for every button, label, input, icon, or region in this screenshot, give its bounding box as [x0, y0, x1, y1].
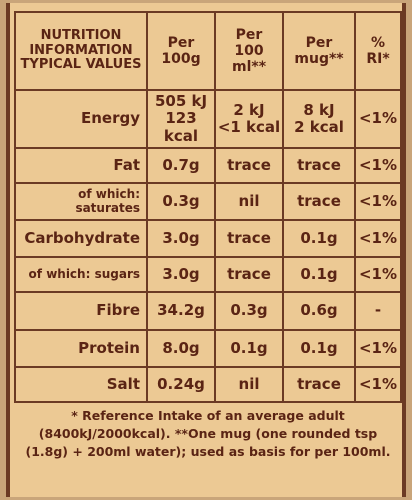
- text-line: <1%: [358, 374, 398, 393]
- text-line: <1%: [358, 264, 398, 283]
- row-label: Fat: [14, 149, 148, 184]
- value-cell: trace: [216, 258, 284, 293]
- text-line: 0.1g: [230, 338, 268, 357]
- value-cell: trace: [216, 149, 284, 184]
- text-line: NUTRITION: [40, 27, 122, 43]
- value-cell: 34.2g: [148, 293, 216, 331]
- text-line: (8400kJ/2000kcal). **One mug (one rounde…: [38, 426, 378, 442]
- row-label: Carbohydrate: [14, 221, 148, 258]
- text-line: Per: [235, 26, 263, 43]
- row-label: of which: saturates: [14, 184, 148, 221]
- value-cell: <1%: [356, 258, 402, 293]
- value-cell: 0.1g: [284, 331, 356, 368]
- value-cell: 0.7g: [148, 149, 216, 184]
- text-line: 3.0g: [162, 228, 200, 247]
- value-cell: 3.0g: [148, 221, 216, 258]
- text-line: (1.8g) + 200ml water); used as basis for…: [25, 444, 391, 460]
- header-cell: Per 100 ml**: [216, 11, 284, 91]
- text-line: <1%: [358, 338, 398, 357]
- value-cell: 8 kJ 2 kcal: [284, 91, 356, 149]
- header-cell: % RI*: [356, 11, 402, 91]
- text-line: 0.1g: [300, 338, 338, 357]
- text-line: trace: [297, 155, 341, 174]
- row-label: Energy: [14, 91, 148, 149]
- text-line: 2 kcal: [294, 118, 344, 136]
- text-line: <1%: [358, 155, 398, 174]
- text-line: RI*: [366, 51, 390, 67]
- text-line: Per: [167, 34, 195, 51]
- header-cell: Per mug**: [284, 11, 356, 91]
- text-line: trace: [227, 264, 271, 283]
- value-cell: <1%: [356, 149, 402, 184]
- header-cell: NUTRITION INFORMATION TYPICAL VALUES: [14, 11, 148, 91]
- text-line: trace: [297, 191, 341, 210]
- text-line: 100 ml**: [231, 42, 267, 76]
- text-line: 505 kJ: [154, 92, 208, 111]
- value-cell: <1%: [356, 184, 402, 221]
- text-line: trace: [227, 228, 271, 247]
- text-line: TYPICAL VALUES: [20, 57, 142, 73]
- text-line: mug**: [294, 51, 344, 67]
- value-cell: trace: [284, 368, 356, 403]
- text-line: <1 kcal: [217, 118, 281, 136]
- text-line: 0.7g: [162, 155, 200, 174]
- row-label: Salt: [14, 368, 148, 403]
- nutrition-label: * Reference Intake of an average adult (8…: [6, 3, 406, 497]
- text-line: 3.0g: [162, 264, 200, 283]
- value-cell: 505 kJ 123 kcal: [148, 91, 216, 149]
- text-line: <1%: [358, 228, 398, 247]
- text-line: 0.6g: [300, 301, 338, 320]
- text-line: trace: [227, 155, 271, 174]
- text-line: <1%: [358, 109, 398, 128]
- value-cell: <1%: [356, 91, 402, 149]
- header-cell: Per 100g: [148, 11, 216, 91]
- value-cell: -: [356, 293, 402, 331]
- text-line: -: [374, 301, 382, 320]
- text-line: 0.3g: [230, 301, 268, 320]
- text-line: 34.2g: [157, 301, 205, 320]
- text-line: 123 kcal: [163, 109, 199, 145]
- row-label: of which: sugars: [14, 258, 148, 293]
- text-line: nil: [238, 374, 260, 393]
- value-cell: nil: [216, 184, 284, 221]
- value-cell: nil: [216, 368, 284, 403]
- value-cell: 0.1g: [284, 221, 356, 258]
- text-line: 0.3g: [162, 191, 200, 210]
- text-line: nil: [238, 191, 260, 210]
- value-cell: 0.1g: [216, 331, 284, 368]
- text-line: 0.1g: [300, 264, 338, 283]
- text-line: <1%: [358, 191, 398, 210]
- footnote: * Reference Intake of an average adult (8…: [20, 403, 396, 461]
- value-cell: 0.24g: [148, 368, 216, 403]
- value-cell: 0.6g: [284, 293, 356, 331]
- text-line: %: [370, 34, 386, 51]
- text-line: 8.0g: [162, 338, 200, 357]
- value-cell: 2 kJ <1 kcal: [216, 91, 284, 149]
- value-cell: trace: [284, 149, 356, 184]
- text-line: INFORMATION: [29, 42, 133, 58]
- value-cell: trace: [216, 221, 284, 258]
- value-cell: <1%: [356, 368, 402, 403]
- row-label: Protein: [14, 331, 148, 368]
- text-line: 0.1g: [300, 228, 338, 247]
- value-cell: 0.3g: [148, 184, 216, 221]
- value-cell: <1%: [356, 331, 402, 368]
- text-line: 2 kJ: [233, 100, 265, 119]
- text-line: 100g: [161, 51, 201, 67]
- text-line: 0.24g: [157, 374, 205, 393]
- text-line: 8 kJ: [303, 100, 335, 119]
- value-cell: 0.3g: [216, 293, 284, 331]
- value-cell: <1%: [356, 221, 402, 258]
- text-line: trace: [297, 374, 341, 393]
- text-line: Per: [305, 34, 333, 51]
- value-cell: 8.0g: [148, 331, 216, 368]
- value-cell: 3.0g: [148, 258, 216, 293]
- value-cell: 0.1g: [284, 258, 356, 293]
- text-line: * Reference Intake of an average adult: [71, 408, 345, 423]
- row-label: Fibre: [14, 293, 148, 331]
- value-cell: trace: [284, 184, 356, 221]
